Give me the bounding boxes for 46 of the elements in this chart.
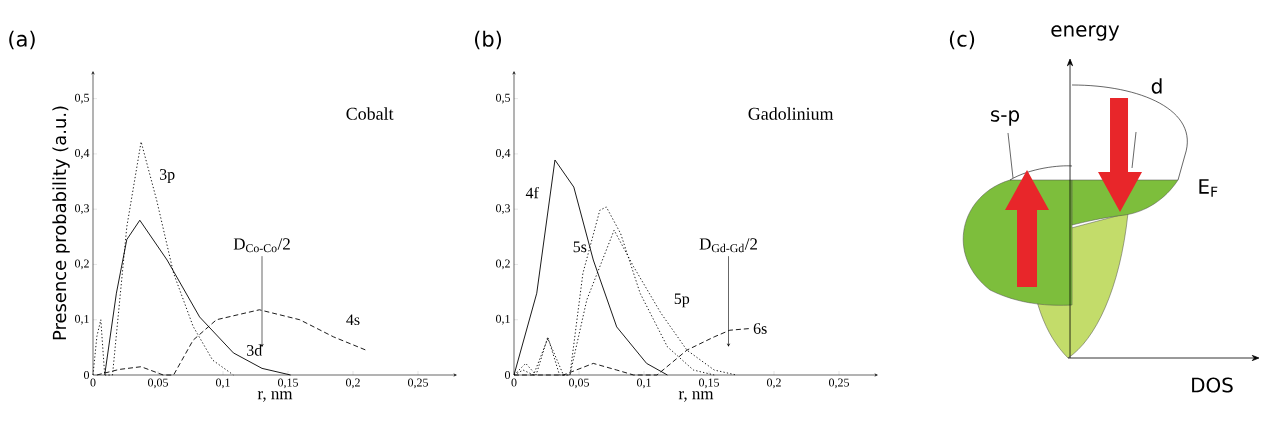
y-tick-label: 0,4 (74, 149, 90, 159)
text: d (1151, 78, 1162, 94)
x-tick-label: 0 (511, 378, 517, 387)
x-tick-label: 0,2 (766, 378, 781, 389)
y-tick-label: 0 (504, 370, 511, 380)
text: energy (1051, 25, 1120, 41)
y-tick-label: 0,2 (74, 259, 89, 270)
series-label: 3p (159, 169, 175, 183)
x-tick-label: 0,05 (569, 378, 590, 389)
x-tick-label: 0,05 (147, 378, 168, 389)
x-tick-label: 0 (90, 378, 96, 387)
text: E$_{F}$ (1199, 179, 1218, 197)
chart-title: (b) (475, 30, 502, 50)
series-label: 4s (346, 314, 360, 326)
y-tick-label: 0 (83, 370, 90, 380)
y-tick-label: 0,2 (496, 259, 510, 270)
text: s-p (990, 110, 1020, 126)
annotation: D$_{Co-Co}$/2 (233, 238, 290, 253)
x-tick-label: 0,25 (829, 378, 850, 389)
x-axis-title: r, nm (678, 391, 714, 402)
x-tick-label: 0,1 (636, 378, 651, 389)
series-label: 5s (573, 241, 587, 253)
series-label: 4f (525, 186, 539, 199)
annotation: Gadolinium (748, 107, 834, 120)
text: (c) (949, 30, 975, 50)
y-tick-label: 0,3 (496, 204, 511, 215)
annotation: D$_{Gd-Gd}$/2 (699, 238, 757, 253)
annotation: Cobalt (346, 107, 394, 120)
y-tick-label: 0,5 (496, 93, 511, 104)
legend-label: 3d (247, 344, 263, 356)
x-axis-title: r, nm (257, 391, 293, 402)
text: DOS (1192, 377, 1233, 393)
series-label: 6s (753, 323, 767, 334)
y-axis-title: Presence probability (a.u.) (52, 106, 70, 340)
x-tick-label: 0,1 (215, 378, 230, 389)
y-tick-label: 0,5 (74, 93, 90, 104)
x-tick-label: 0,2 (345, 378, 360, 389)
x-tick-label: 0,25 (408, 378, 428, 389)
series-label: 5p (674, 293, 690, 308)
y-tick-label: 0,3 (74, 204, 90, 215)
y-tick-label: 0,1 (74, 314, 89, 325)
y-tick-label: 0,4 (496, 149, 511, 159)
x-tick-label: 0,15 (277, 378, 298, 389)
y-tick-label: 0,1 (496, 314, 510, 325)
x-tick-label: 0,15 (699, 378, 720, 389)
chart-title: (a) (9, 30, 35, 50)
